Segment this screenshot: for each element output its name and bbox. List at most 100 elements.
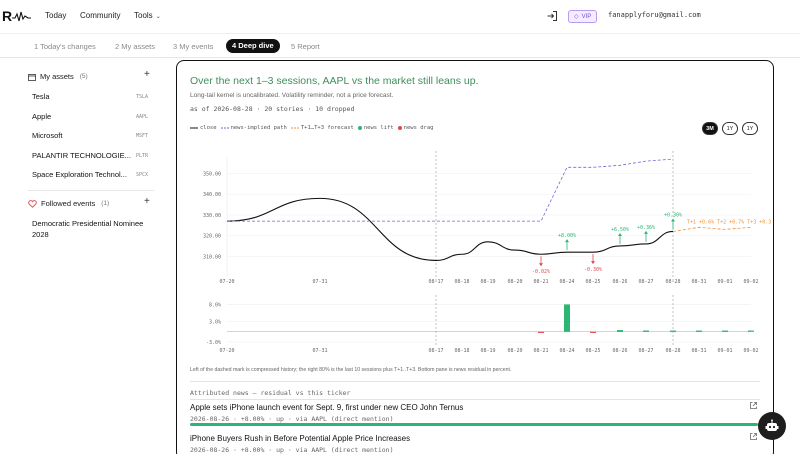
asset-item-apple[interactable]: Apple AAPL: [32, 112, 150, 121]
nav-today[interactable]: Today: [45, 11, 67, 20]
asset-item-tesla[interactable]: Tesla TSLA: [32, 92, 150, 101]
chart-footnote: Left of the dashed mark is compressed hi…: [190, 367, 512, 373]
x-tick-label: 08-17: [428, 279, 443, 285]
legend-drag-dot: [397, 126, 402, 130]
tab-report[interactable]: 5 Report: [291, 42, 320, 51]
price-chart: 310.00 320.00 330.00 340.00 350.00 07-20 07-31…: [203, 151, 771, 285]
x-tick-label: 08-18: [454, 279, 469, 285]
add-asset-button[interactable]: +: [144, 69, 150, 80]
residual-bar: [564, 304, 570, 332]
lift-arrowhead: [644, 230, 648, 234]
vip-icon: ◇: [574, 14, 579, 20]
residual-x-tick: 08-20: [507, 348, 522, 354]
residual-x-tick: 09-02: [743, 348, 758, 354]
vip-badge[interactable]: ◇ VIP: [568, 10, 598, 23]
lift-arrowhead: [671, 218, 675, 222]
asset-ticker: TSLA: [136, 94, 149, 100]
news-residual-bar: [190, 423, 758, 426]
x-tick-label: 08-28: [665, 279, 680, 285]
lift-arrowhead: [618, 232, 622, 236]
asset-ticker: PLTR: [136, 153, 149, 159]
x-tick-label: 08-21: [533, 279, 548, 285]
residual-y-tick: 8.0%: [209, 302, 221, 308]
tab-deep-dive[interactable]: 4 Deep dive: [226, 39, 280, 53]
y-tick-label: 340.00: [203, 192, 221, 198]
asset-item-palantir[interactable]: PALANTIR TECHNOLOGIE... PLTR: [32, 151, 150, 160]
followed-events-count: (1): [101, 200, 110, 207]
legend-implied-swatch: [220, 127, 229, 129]
legend-close: close: [190, 125, 217, 131]
tab-todays-changes[interactable]: 1 Today's changes: [34, 42, 96, 51]
legend-close-label: close: [200, 125, 217, 131]
legend-drag: news drag: [397, 125, 433, 131]
asset-item-spacex[interactable]: Space Exploration Technol... SPCX: [32, 170, 150, 179]
asset-name: Apple: [32, 112, 52, 121]
drag-arrowhead: [539, 263, 543, 267]
range-1y-button[interactable]: 1Y: [722, 122, 738, 135]
followed-events-header: Followed events (1): [28, 199, 109, 208]
login-icon[interactable]: [546, 10, 558, 22]
legend-forecast: T+1…T+3 forecast: [290, 125, 354, 131]
asset-name: Microsoft: [32, 131, 63, 140]
lift-label: +8.00%: [558, 233, 576, 239]
deep-dive-panel: Over the next 1–3 sessions, AAPL vs the …: [176, 60, 774, 454]
user-email[interactable]: fanapplyforu@gmail.com: [608, 11, 701, 19]
tab-my-events[interactable]: 3 My events: [173, 42, 214, 51]
y-tick-label: 350.00: [203, 172, 221, 178]
logo-letter: R: [2, 8, 12, 24]
section-divider: [190, 381, 760, 382]
x-tick-label: 08-27: [638, 279, 653, 285]
add-event-button[interactable]: +: [144, 196, 150, 207]
assistant-bot-button[interactable]: [758, 412, 786, 440]
attributed-divider: [190, 399, 760, 400]
residual-y-tick: 3.0%: [209, 320, 221, 326]
heart-icon: [28, 199, 37, 208]
residual-x-tick: 08-27: [638, 348, 653, 354]
headline: Over the next 1–3 sessions, AAPL vs the …: [190, 75, 479, 87]
x-tick-label: 08-31: [691, 279, 706, 285]
tab-my-assets[interactable]: 2 My assets: [115, 42, 156, 51]
nav-tools-label: Tools: [134, 11, 153, 20]
news-item-title[interactable]: iPhone Buyers Rush in Before Potential A…: [190, 434, 411, 443]
asset-name: PALANTIR TECHNOLOGIE...: [32, 151, 131, 160]
news-item-meta: 2026-08-26 · +8.00% · up · via AAPL (dir…: [190, 446, 394, 454]
event-item[interactable]: Democratic Presidential Nominee 2028: [32, 219, 144, 239]
residual-x-tick: 08-24: [559, 348, 574, 354]
external-link-icon[interactable]: [749, 401, 758, 410]
news-item-title[interactable]: Apple sets iPhone launch event for Sept.…: [190, 403, 464, 412]
nav-community[interactable]: Community: [80, 11, 121, 20]
lift-label: +0.36%: [637, 225, 655, 231]
asset-name: Space Exploration Technol...: [32, 170, 127, 179]
sidebar-divider: [28, 190, 154, 191]
drag-label: -0.02%: [532, 269, 550, 275]
residual-x-tick: 08-31: [691, 348, 706, 354]
asset-item-microsoft[interactable]: Microsoft MSFT: [32, 131, 150, 140]
residual-x-tick: 08-19: [480, 348, 495, 354]
chevron-down-icon: ⌄: [155, 14, 161, 20]
residual-bar: [590, 331, 596, 333]
nav-tools[interactable]: Tools ⌄: [134, 11, 161, 20]
logo[interactable]: R: [2, 8, 32, 24]
news-item-meta: 2026-08-26 · +8.00% · up · via AAPL (dir…: [190, 415, 394, 423]
legend-implied-label: news-implied path: [230, 125, 287, 131]
step-tabs: 1 Today's changes 2 My assets 3 My event…: [0, 33, 800, 58]
as-of-line: as of 2026-08-28 · 20 stories · 10 dropp…: [190, 105, 355, 113]
asset-ticker: SPCX: [136, 172, 149, 178]
drag-arrowhead: [591, 261, 595, 265]
residual-x-tick: 08-26: [612, 348, 627, 354]
residual-bar: [538, 331, 544, 333]
attributed-news-header: Attributed news — residual vs this ticke…: [190, 389, 351, 397]
x-tick-label: 08-25: [585, 279, 600, 285]
range-3m-button[interactable]: 3M: [702, 122, 718, 135]
legend-lift: news lift: [357, 125, 394, 131]
asset-name: Tesla: [32, 92, 50, 101]
range-1y-alt-button[interactable]: 1Y: [742, 122, 758, 135]
series-forecast-line: [672, 226, 752, 232]
external-link-icon[interactable]: [749, 432, 758, 441]
my-assets-header: My assets (5): [28, 72, 88, 81]
residual-y-tick: -3.0%: [206, 340, 221, 346]
legend-implied: news-implied path: [220, 125, 287, 131]
residual-x-tick: 09-01: [717, 348, 732, 354]
lift-arrowhead: [565, 239, 569, 243]
vip-label: VIP: [581, 13, 592, 20]
